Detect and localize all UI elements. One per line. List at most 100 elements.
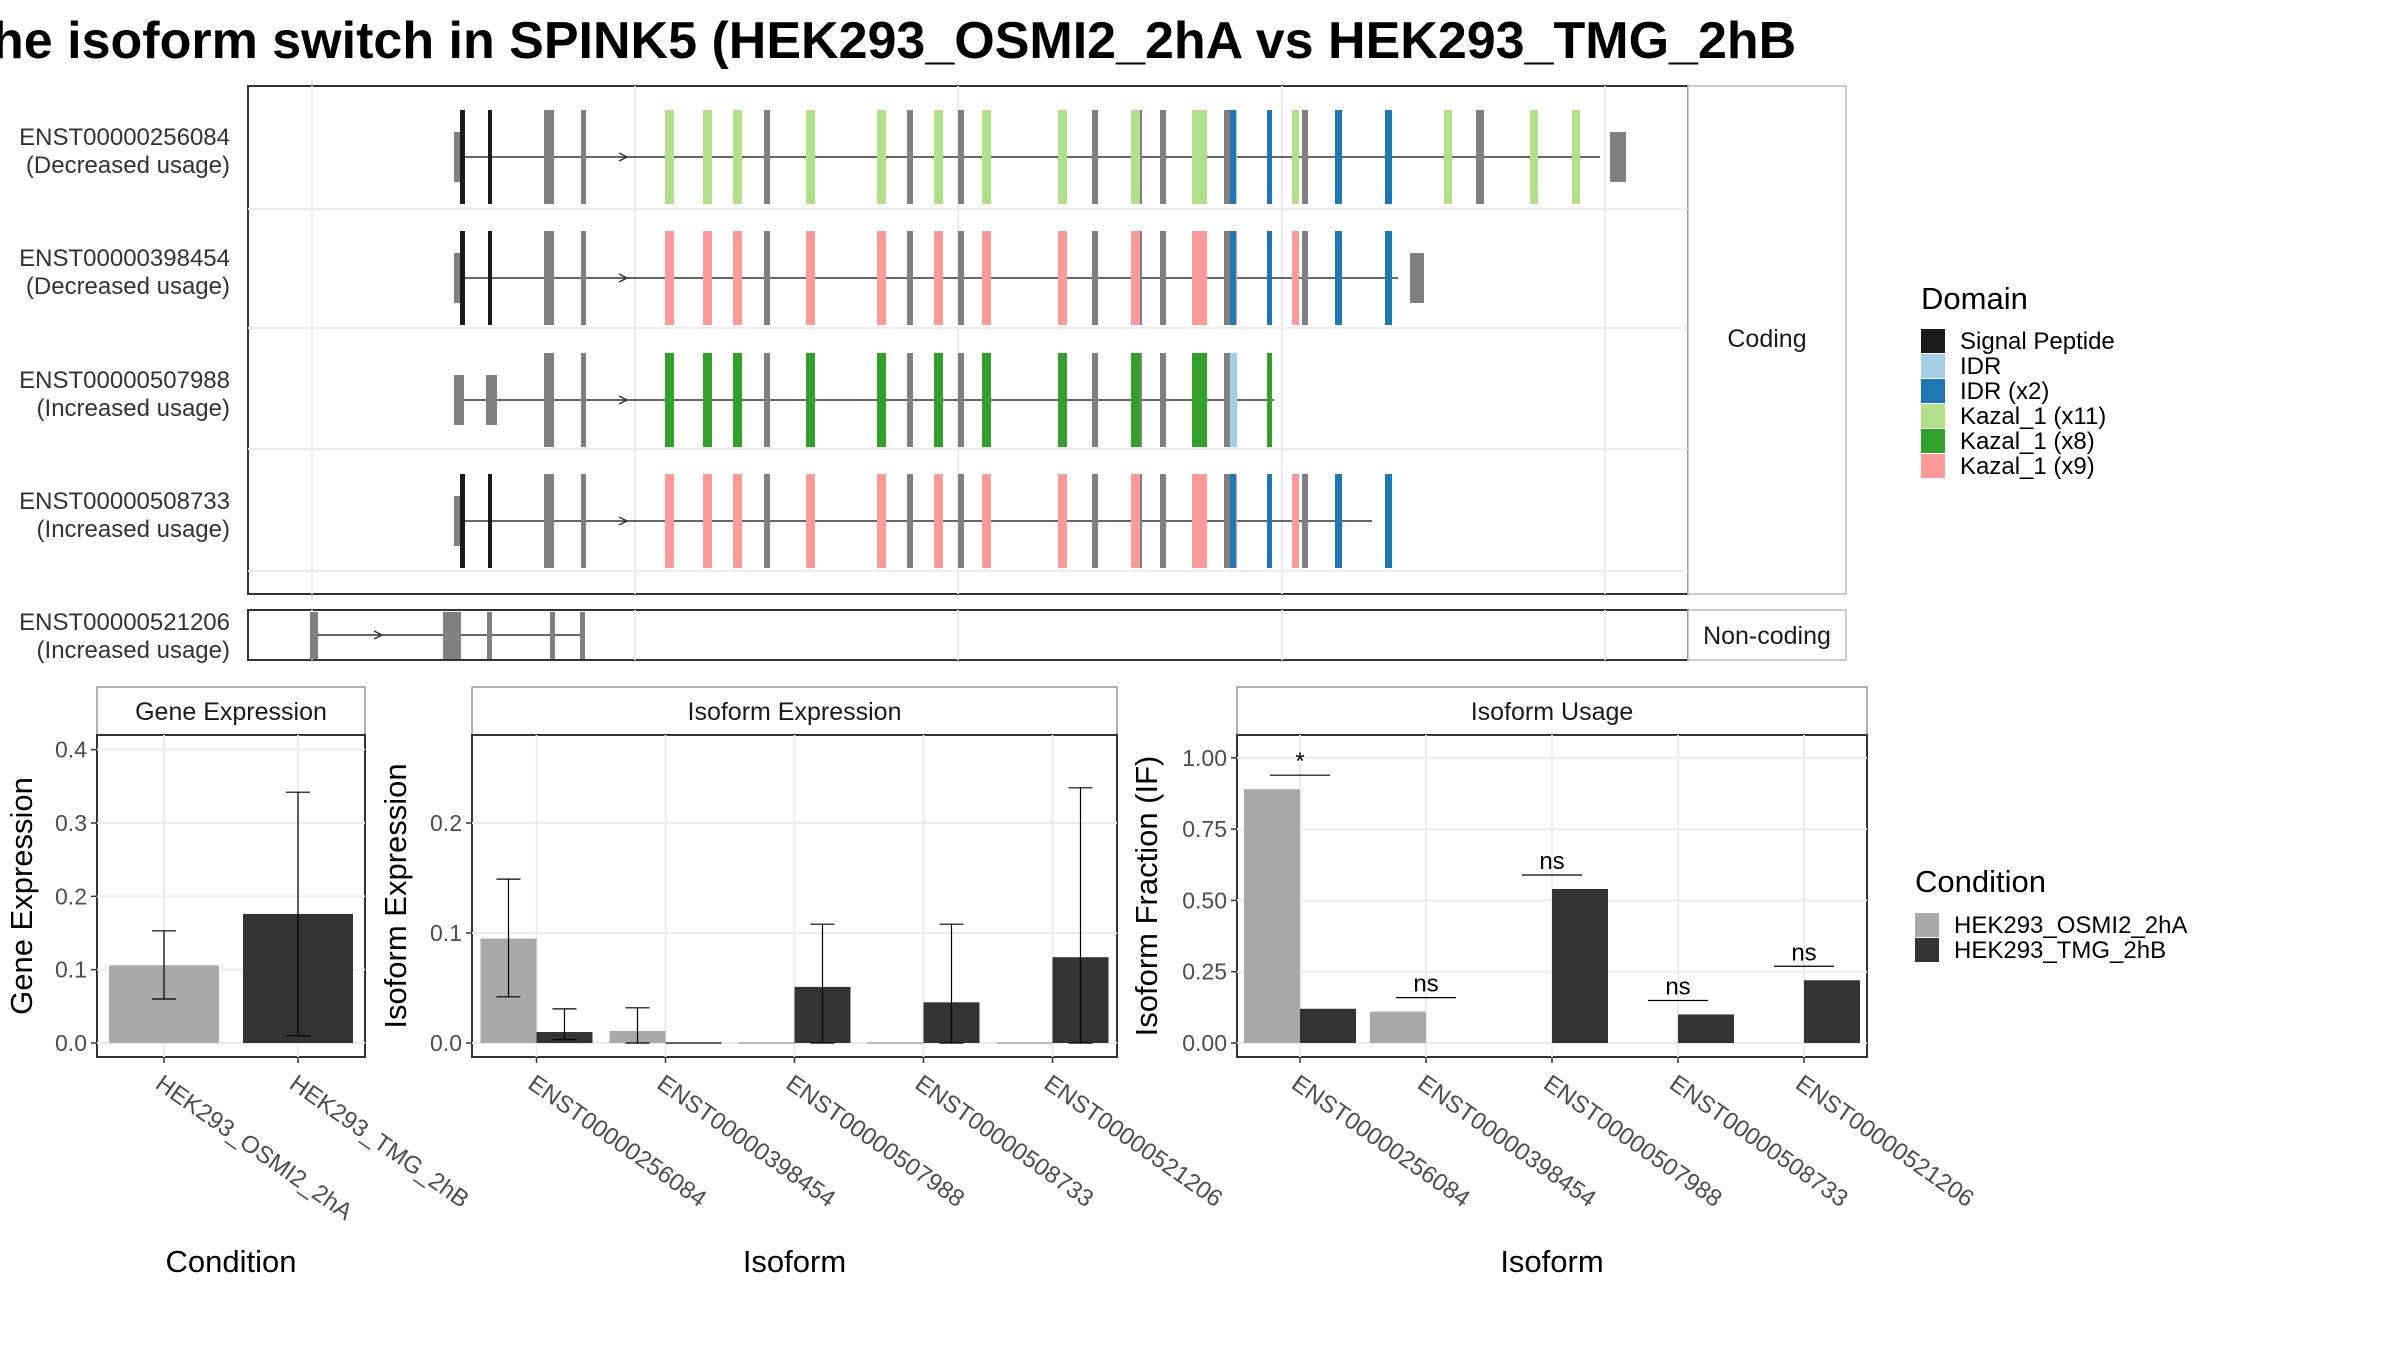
cds-exon <box>1160 474 1166 568</box>
y-tick-label: 0.1 <box>430 920 462 946</box>
cds-exon <box>958 231 964 325</box>
idr-domain-exon <box>1335 474 1342 568</box>
cds-exon <box>1224 110 1230 204</box>
cds-exon <box>581 353 586 447</box>
cds-exon <box>1092 474 1098 568</box>
y-tick-label: 0.1 <box>55 957 87 983</box>
kazal-domain-exon <box>982 353 991 447</box>
kazal-domain-exon <box>665 110 674 204</box>
bar <box>1370 1012 1426 1043</box>
condition-legend-key <box>1915 913 1939 937</box>
bar <box>1804 980 1860 1043</box>
kazal-domain-exon <box>1192 353 1201 447</box>
y-tick-label: 0.50 <box>1182 887 1227 913</box>
isoform-expression-chart: Isoform Expression0.00.10.2ENST000002560… <box>378 687 1227 1279</box>
domain-legend-key <box>1921 404 1945 428</box>
noncoding-exon <box>487 612 492 659</box>
cds-exon <box>1160 231 1166 325</box>
cds-exon <box>907 474 913 568</box>
y-tick-label: 0.2 <box>430 810 462 836</box>
domain-legend-key <box>1921 454 1945 478</box>
kazal-domain-exon <box>877 353 886 447</box>
cds-exon <box>581 110 586 204</box>
transcript-id-label: ENST00000508733 <box>19 488 230 515</box>
significance-label: ns <box>1413 971 1438 998</box>
kazal-domain-exon <box>806 110 815 204</box>
kazal-domain-exon <box>806 231 815 325</box>
signal-peptide-exon <box>488 231 492 325</box>
kazal-domain-exon <box>1572 110 1580 204</box>
y-tick-label: 1.00 <box>1182 745 1227 771</box>
significance-label: ns <box>1539 848 1564 875</box>
idr-domain-exon <box>1267 474 1272 568</box>
cds-exon <box>1302 474 1308 568</box>
kazal-domain-exon <box>1292 231 1299 325</box>
chart-title: Gene Expression <box>135 698 327 726</box>
kazal-domain-exon <box>1198 474 1207 568</box>
kazal-domain-exon <box>665 231 674 325</box>
kazal-domain-exon <box>733 110 742 204</box>
figure-canvas: he isoform switch in SPINK5 (HEK293_OSMI… <box>0 0 2400 1350</box>
kazal-domain-exon <box>733 353 742 447</box>
y-tick-label: 0.0 <box>430 1030 462 1056</box>
kazal-domain-exon <box>806 353 815 447</box>
kazal-domain-exon <box>982 110 991 204</box>
kazal-domain-exon <box>665 474 674 568</box>
utr-exon <box>1410 253 1424 303</box>
y-axis-title: Isoform Fraction (IF) <box>1129 756 1164 1037</box>
cds-exon <box>581 474 586 568</box>
significance-label: ns <box>1665 973 1690 1000</box>
bar <box>1552 889 1608 1043</box>
idr-domain-exon <box>1230 474 1236 568</box>
noncoding-exon <box>310 612 318 659</box>
chart-title: Isoform Expression <box>688 698 902 726</box>
cds-exon <box>958 353 964 447</box>
condition-legend: ConditionHEK293_OSMI2_2hAHEK293_TMG_2hB <box>1915 864 2187 964</box>
domain-legend-label: Kazal_1 (x8) <box>1960 428 2095 455</box>
kazal-domain-exon <box>1131 353 1140 447</box>
transcript-usage-label: (Decreased usage) <box>26 273 230 300</box>
signal-peptide-exon <box>460 474 465 568</box>
idr-domain-exon <box>1385 110 1392 204</box>
idr-domain-exon <box>1267 231 1272 325</box>
kazal-domain-exon <box>1058 231 1067 325</box>
kazal-domain-exon <box>1131 231 1140 325</box>
utr-exon <box>1610 132 1626 182</box>
domain-legend-label: Signal Peptide <box>1960 328 2115 355</box>
kazal-domain-exon <box>733 474 742 568</box>
noncoding-exon <box>443 612 461 659</box>
transcript-id-label: ENST00000256084 <box>19 124 230 151</box>
transcript-usage-label: (Decreased usage) <box>26 152 230 179</box>
kazal-domain-exon <box>934 110 943 204</box>
bar <box>1300 1009 1356 1043</box>
kazal-domain-exon <box>877 231 886 325</box>
coding-strip-label: Coding <box>1727 325 1806 353</box>
domain-legend-key <box>1921 354 1945 378</box>
chart-title: Isoform Usage <box>1471 698 1634 726</box>
kazal-domain-exon <box>1058 353 1067 447</box>
x-axis-title: Condition <box>166 1244 297 1279</box>
transcript-id-label: ENST00000398454 <box>19 245 230 272</box>
cds-exon <box>907 231 913 325</box>
noncoding-strip-label: Non-coding <box>1703 622 1831 650</box>
cds-exon <box>907 353 913 447</box>
cds-exon <box>764 474 770 568</box>
transcript-id-label: ENST00000507988 <box>19 367 230 394</box>
transcript-usage-label: (Increased usage) <box>37 395 230 422</box>
cds-exon <box>1224 231 1230 325</box>
cds-exon <box>581 231 586 325</box>
condition-legend-title: Condition <box>1915 864 2046 899</box>
domain-legend-key <box>1921 429 1945 453</box>
domain-legend-label: IDR (x2) <box>1960 378 2049 405</box>
y-tick-label: 0.0 <box>55 1030 87 1056</box>
x-axis-title: Isoform <box>743 1244 846 1279</box>
kazal-domain-exon <box>1267 353 1272 447</box>
idr-domain-exon <box>1230 353 1237 447</box>
cds-exon <box>1302 231 1308 325</box>
cds-exon <box>544 474 554 568</box>
kazal-domain-exon <box>1198 110 1207 204</box>
kazal-domain-exon <box>1131 110 1140 204</box>
bar <box>1244 789 1300 1043</box>
idr-domain-exon <box>1267 110 1272 204</box>
